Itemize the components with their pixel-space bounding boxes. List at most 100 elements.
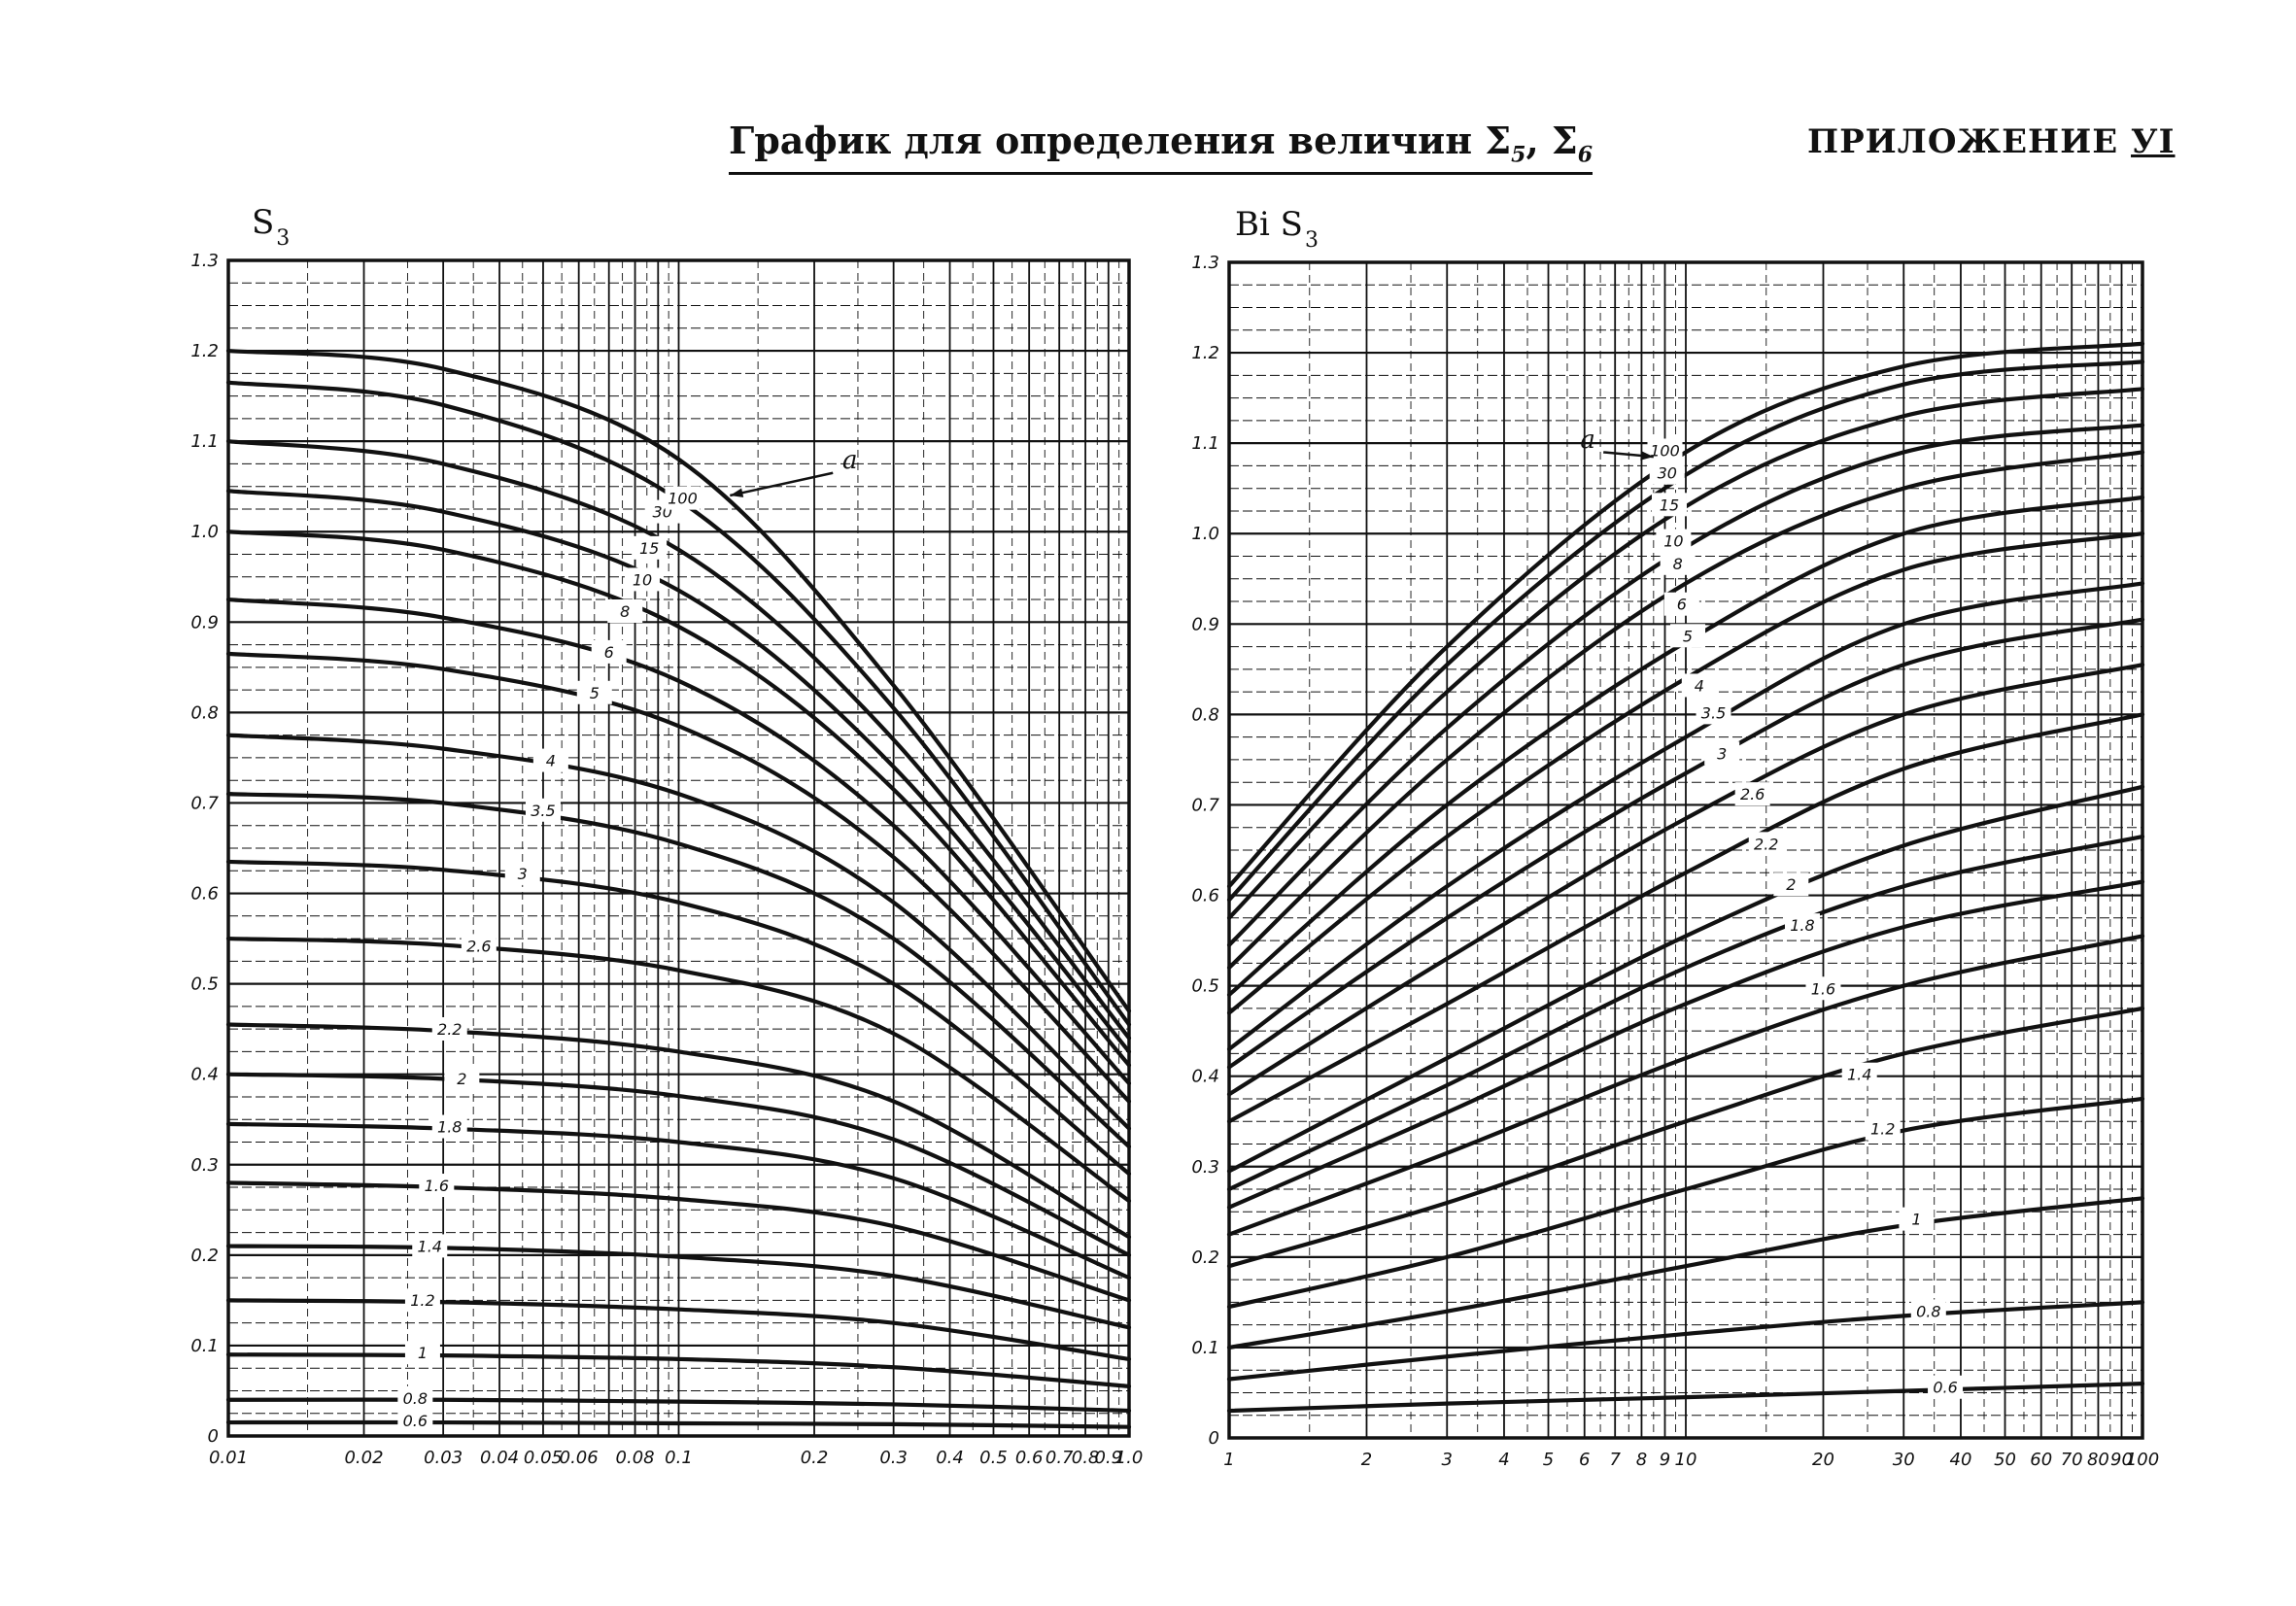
curve-label: 1.6 xyxy=(425,1177,449,1195)
series-line xyxy=(1226,1300,2145,1382)
x-tick-label: 0.08 xyxy=(616,1448,655,1468)
x-tick-label: 6 xyxy=(1579,1450,1590,1470)
series-line xyxy=(225,1022,1132,1240)
curve-label: 3.5 xyxy=(1701,703,1726,722)
x-tick-label: 0.03 xyxy=(424,1448,463,1468)
x-tick-label: 2 xyxy=(1361,1450,1372,1470)
x-tick-label: 0.01 xyxy=(209,1448,248,1468)
curve-label-bg xyxy=(412,1234,448,1258)
curve-label: 1.6 xyxy=(1811,979,1835,998)
x-tick-label: 0.7 xyxy=(1045,1448,1074,1468)
curve-label: 2.6 xyxy=(1740,785,1765,803)
curve-label-bg xyxy=(1899,1207,1935,1231)
parameter-arrow xyxy=(730,471,834,497)
y-tick-label: 1.2 xyxy=(190,341,219,361)
page-title-sub-6: 6 xyxy=(1577,142,1593,168)
x-tick-label: 0.9 xyxy=(1094,1448,1122,1468)
curve-label-bg xyxy=(624,567,660,592)
appendix-number: УI xyxy=(2131,122,2176,161)
curve-label-bg xyxy=(444,1067,480,1091)
plot-frame xyxy=(1227,260,2144,1440)
y-tick-label: 0 xyxy=(1209,1428,1219,1449)
x-tick-label: 0.2 xyxy=(801,1448,829,1468)
curve-label-bg xyxy=(504,861,540,885)
curve-label: 30 xyxy=(1658,464,1677,483)
curve-label-bg xyxy=(1660,551,1696,575)
x-tick-label: 0.6 xyxy=(1015,1448,1044,1468)
series-line xyxy=(1226,784,2145,1174)
y-tick-label: 0.4 xyxy=(1191,1067,1219,1087)
x-tick-label: 8 xyxy=(1636,1450,1647,1470)
curve-label: 15 xyxy=(1660,495,1679,514)
x-tick-label: 0.1 xyxy=(665,1448,693,1468)
curve-label: 8 xyxy=(1673,555,1683,573)
curve-label: 100 xyxy=(668,490,698,508)
x-tick-label: 50 xyxy=(1994,1450,2016,1470)
y-axis-label: S xyxy=(252,203,274,242)
x-tick-label: 60 xyxy=(2030,1450,2052,1470)
page-title-text: График для определения величин Σ xyxy=(729,119,1512,162)
curve-label: 100 xyxy=(1650,441,1680,460)
y-tick-label: 0.2 xyxy=(1191,1247,1219,1268)
series-line xyxy=(225,792,1132,1149)
series-line xyxy=(1226,450,2145,971)
y-tick-label: 0.1 xyxy=(190,1336,219,1356)
x-tick-label: 0.5 xyxy=(979,1448,1008,1468)
curve-label: 6 xyxy=(604,643,614,662)
x-tick-label: 10 xyxy=(1675,1450,1697,1470)
curve-label-bg xyxy=(1696,700,1731,725)
curve-label-bg xyxy=(404,1341,440,1365)
y-tick-label: 0.9 xyxy=(190,612,219,632)
x-tick-label: 5 xyxy=(1543,1450,1554,1470)
y-tick-label: 0.9 xyxy=(1191,614,1219,634)
series-line xyxy=(225,1072,1132,1257)
curve-label-bg xyxy=(576,680,612,704)
curve-label-bg xyxy=(1670,624,1706,648)
curve-label-bg xyxy=(431,1114,467,1139)
curve-label-bg xyxy=(1647,438,1683,462)
curve-label-bg xyxy=(397,1409,433,1433)
x-tick-label: 1.0 xyxy=(1115,1448,1144,1468)
curve-label: 6 xyxy=(1677,596,1687,614)
y-tick-label: 0.3 xyxy=(1191,1157,1219,1178)
curve-label: 10 xyxy=(1663,532,1683,551)
y-tick-label: 0.2 xyxy=(190,1246,219,1266)
x-tick-label: 9 xyxy=(1660,1450,1670,1470)
curve-label: 1 xyxy=(418,1344,428,1362)
series-line xyxy=(225,733,1132,1131)
curve-label: 0.8 xyxy=(1916,1303,1940,1321)
series-line xyxy=(1226,359,2145,903)
x-tick-label: 30 xyxy=(1893,1450,1915,1470)
parameter-arrowhead xyxy=(730,488,744,497)
curve-label: 0.8 xyxy=(403,1389,428,1408)
appendix-label: ПРИЛОЖЕНИЕ УI xyxy=(1807,122,2176,161)
x-tick-label: 80 xyxy=(2087,1450,2109,1470)
series-line xyxy=(1226,712,2145,1124)
series-line xyxy=(1226,1196,2145,1350)
y-tick-label: 0.8 xyxy=(1191,704,1219,725)
series-line xyxy=(1226,495,2145,998)
y-tick-label: 0.5 xyxy=(190,974,219,995)
curve-label-bg xyxy=(1651,493,1687,517)
series-line xyxy=(225,1180,1132,1303)
series-line xyxy=(1226,663,2145,1097)
curve-label-bg xyxy=(525,798,561,822)
curve-label: 1 xyxy=(1911,1211,1921,1229)
curve-label: 2.2 xyxy=(1754,835,1778,853)
curve-label: 4 xyxy=(546,752,556,770)
y-tick-label: 0.7 xyxy=(190,793,219,813)
series-line xyxy=(225,348,1132,1013)
curve-label-bg xyxy=(1734,782,1770,806)
series-line xyxy=(1226,834,2145,1192)
series-line xyxy=(1226,531,2145,1015)
x-tick-label: 20 xyxy=(1812,1450,1834,1470)
curve-label-bg xyxy=(1928,1375,1964,1399)
parameter-label: a xyxy=(842,446,858,475)
curve-label-bg xyxy=(1865,1116,1901,1141)
curve-label: 5 xyxy=(590,684,600,702)
y-axis-label-sub: 3 xyxy=(1305,228,1319,253)
page-title-separator: , Σ xyxy=(1525,119,1578,162)
curve-label: 0.6 xyxy=(403,1412,428,1430)
